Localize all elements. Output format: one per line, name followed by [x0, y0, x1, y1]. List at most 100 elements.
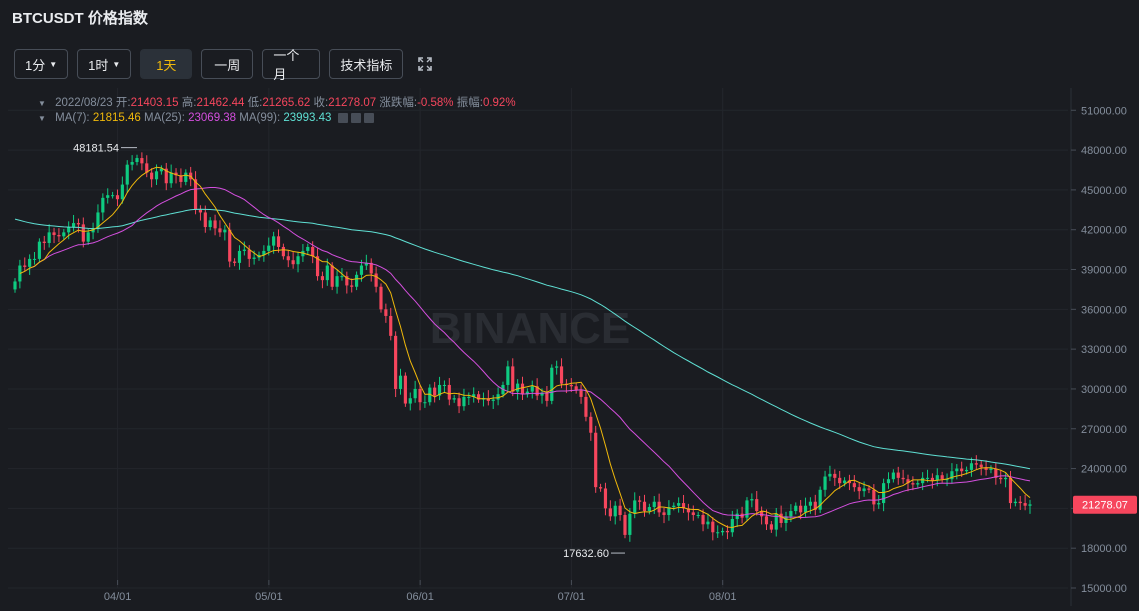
candle-body: [276, 236, 281, 247]
last-price-tag: [1073, 495, 1137, 514]
candle-body: [57, 235, 61, 237]
candle-body: [389, 315, 393, 336]
candle-body: [769, 524, 773, 530]
candle-body: [613, 505, 617, 517]
close-icon[interactable]: [363, 112, 374, 123]
x-axis: 04/01 05/01 06/01 07/01 08/01: [104, 580, 736, 603]
y-tick-label: 45000.00: [1081, 185, 1127, 197]
candle-body: [340, 276, 344, 278]
candle-body: [476, 394, 481, 400]
interval-1w-button[interactable]: 一周: [201, 49, 254, 79]
candle-body: [545, 392, 549, 401]
candle-body: [925, 477, 930, 479]
candle-body: [23, 265, 27, 267]
candle-body: [574, 386, 578, 391]
candle-body: [184, 172, 188, 182]
settings-icon[interactable]: [350, 112, 361, 123]
candle-body: [852, 483, 856, 488]
candle-body: [730, 518, 734, 533]
candle-body: [208, 220, 212, 228]
candle-body: [701, 515, 705, 525]
candle-body: [662, 512, 666, 516]
candle-body: [379, 286, 383, 310]
collapse-arrow-icon[interactable]: ▼: [38, 99, 46, 108]
indicators-button[interactable]: 技术指标: [329, 49, 404, 79]
interval-1m-label: 1分: [25, 57, 46, 73]
candle-body: [535, 386, 539, 396]
fullscreen-icon[interactable]: [418, 57, 433, 71]
candle-body: [789, 511, 793, 517]
candle-body: [106, 195, 110, 198]
candle-body: [735, 513, 739, 519]
candle-body: [81, 224, 85, 242]
candle-body: [896, 472, 900, 478]
candle-body: [828, 473, 832, 477]
candle-body: [618, 505, 622, 516]
candle-body: [452, 398, 456, 400]
candle-body: [516, 383, 520, 392]
candle-body: [750, 499, 754, 501]
high-label: 高:: [181, 97, 197, 109]
candle-body: [979, 464, 983, 468]
candle-body: [350, 285, 354, 287]
candle-body: [799, 505, 803, 513]
candle-body: [462, 396, 466, 407]
ma99-line: [14, 208, 1031, 470]
candle-body: [974, 463, 978, 465]
candle-body: [1004, 477, 1008, 480]
candle-body: [594, 432, 598, 488]
interval-1d-button[interactable]: 1天: [140, 49, 193, 79]
candle-body: [989, 468, 993, 470]
interval-1h-dropdown[interactable]: 1时 ▼: [77, 49, 132, 79]
x-tick-label: 04/01: [104, 591, 132, 603]
candle-body: [794, 505, 798, 512]
interval-1m-dropdown[interactable]: 1分 ▼: [14, 49, 69, 79]
watermark: BINANCE: [430, 304, 630, 353]
candle-body: [320, 276, 325, 281]
candle-body: [101, 197, 105, 213]
eye-icon[interactable]: [337, 112, 348, 123]
candle-body: [394, 335, 398, 389]
candle-body: [140, 158, 144, 164]
candle-body: [559, 366, 564, 384]
candle-body: [130, 162, 134, 165]
candle-body: [364, 262, 368, 266]
y-tick-label: 42000.00: [1081, 225, 1127, 237]
y-tick-label: 30000.00: [1081, 384, 1127, 396]
collapse-arrow-icon[interactable]: ▼: [38, 114, 46, 123]
candle-body: [115, 195, 120, 200]
chart-area[interactable]: BINANCE 15000.0018000.0021000.0024000.00…: [0, 88, 1139, 606]
candle-body: [1013, 501, 1017, 504]
candle-body: [486, 398, 490, 401]
candle-body: [345, 276, 349, 286]
ma-info: ▼ MA(7): 21815.46 MA(25): 23069.38 MA(99…: [38, 112, 374, 124]
open-label: 开:: [115, 97, 131, 109]
candle-body: [872, 489, 876, 505]
candle-body: [818, 489, 822, 510]
candle-body: [1018, 501, 1022, 504]
candle-body: [945, 479, 949, 481]
candle-body: [306, 246, 310, 251]
price-chart[interactable]: BINANCE 15000.0018000.0021000.0024000.00…: [0, 88, 1139, 606]
candle-body: [296, 256, 300, 265]
candle-body: [32, 258, 37, 260]
candle-body: [647, 507, 651, 512]
candle-body: [281, 246, 285, 257]
candle-body: [325, 265, 329, 281]
candle-body: [472, 394, 476, 397]
y-tick-label: 27000.00: [1081, 424, 1127, 436]
candle-body: [779, 513, 783, 523]
candle-body: [696, 515, 700, 517]
ma7-value: 21815.46: [92, 112, 141, 124]
candle-body: [52, 232, 56, 236]
candle-body: [652, 501, 656, 508]
interval-1h-label: 1时: [88, 57, 109, 73]
candle-body: [262, 250, 266, 255]
candle-body: [964, 469, 969, 472]
candle-body: [677, 503, 681, 506]
annotations: 21278.07 48181.54 17632.60: [73, 143, 1137, 560]
interval-1M-button[interactable]: 一个月: [262, 48, 321, 82]
x-tick-label: 07/01: [558, 591, 586, 603]
candle-body: [745, 500, 749, 518]
y-axis: 15000.0018000.0021000.0024000.0027000.00…: [1070, 88, 1127, 606]
